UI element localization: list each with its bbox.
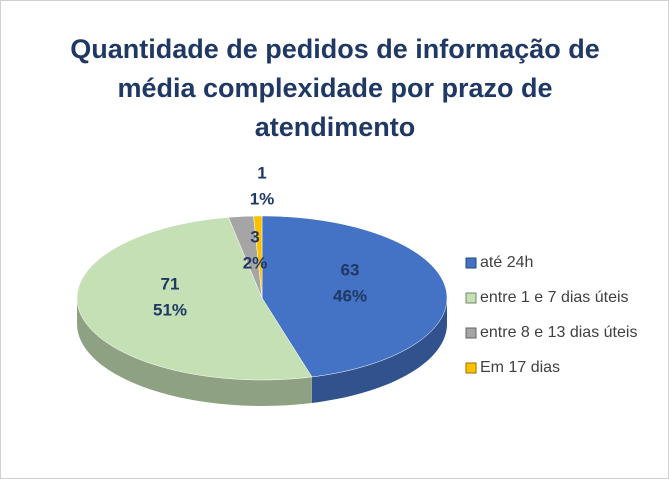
pie-slice xyxy=(261,215,448,378)
legend-swatch xyxy=(465,257,477,269)
pie-slice xyxy=(76,217,313,381)
legend-swatch xyxy=(465,292,477,304)
pie-side xyxy=(311,298,447,403)
legend-swatch xyxy=(465,362,477,374)
percent-label: 46% xyxy=(333,286,367,305)
legend-label: até 24h xyxy=(480,254,533,271)
percent-label: 51% xyxy=(153,300,187,319)
legend-label: entre 1 e 7 dias úteis xyxy=(480,289,629,306)
data-label: 3 xyxy=(250,227,259,246)
legend-swatch xyxy=(465,327,477,339)
pie-slice xyxy=(253,215,263,299)
data-label: 63 xyxy=(341,260,360,279)
pie-slice xyxy=(228,215,263,299)
percent-label: 1% xyxy=(250,189,275,208)
chart-title: Quantidade de pedidos de informação de m… xyxy=(70,34,600,142)
legend-label: Em 17 dias xyxy=(480,359,560,376)
legend-label: entre 8 e 13 dias úteis xyxy=(480,324,637,341)
data-label: 71 xyxy=(161,274,180,293)
data-label: 1 xyxy=(257,163,266,182)
pie-side xyxy=(77,298,312,406)
percent-label: 2% xyxy=(243,253,268,272)
